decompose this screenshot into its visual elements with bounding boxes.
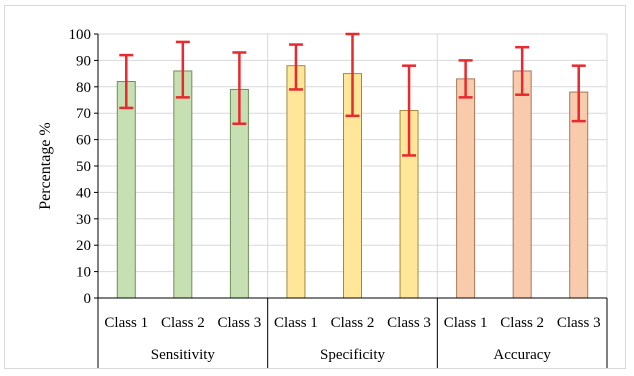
chart-area: 0 10 20 30 40 50 60 70 80 90 100 Class 1 Class 2 Clas… <box>4 5 626 369</box>
x-category-label: Class 3 <box>218 315 262 331</box>
error-bars <box>119 32 586 157</box>
bar <box>116 81 136 299</box>
bar <box>286 65 306 299</box>
y-tick-label: 0 <box>84 291 92 307</box>
y-tick-label: 70 <box>76 106 91 122</box>
y-tick-label: 10 <box>76 265 91 281</box>
y-tick-label: 40 <box>76 185 91 201</box>
y-axis-label: Percentage % <box>37 122 54 210</box>
y-tick-label: 50 <box>76 159 91 175</box>
y-tick-label: 20 <box>76 238 91 254</box>
x-category-label: Class 2 <box>331 315 375 331</box>
bar <box>173 70 193 299</box>
y-tick-label: 60 <box>76 133 91 149</box>
labels: 0 10 20 30 40 50 60 70 80 90 100 Class 1 Class 2 Clas… <box>37 27 601 363</box>
x-category-label: Class 1 <box>104 315 148 331</box>
bar <box>456 78 476 299</box>
axes <box>94 33 608 368</box>
y-tick-label: 80 <box>76 80 91 96</box>
x-category-label: Class 1 <box>444 315 488 331</box>
x-group-label: Sensitivity <box>151 347 216 363</box>
x-category-label: Class 1 <box>274 315 318 331</box>
y-tick-label: 100 <box>69 27 92 43</box>
x-group-label: Specificity <box>320 347 385 363</box>
bar-chart: 0 10 20 30 40 50 60 70 80 90 100 Class 1 Class 2 Clas… <box>37 27 608 368</box>
y-tick-label: 30 <box>76 212 91 228</box>
bar <box>512 70 532 299</box>
x-category-label: Class 3 <box>387 315 431 331</box>
x-category-label: Class 2 <box>500 315 544 331</box>
bar <box>569 91 589 299</box>
x-category-label: Class 3 <box>557 315 601 331</box>
x-category-label: Class 2 <box>161 315 205 331</box>
y-tick-label: 90 <box>76 53 91 69</box>
x-group-label: Accuracy <box>493 347 551 363</box>
